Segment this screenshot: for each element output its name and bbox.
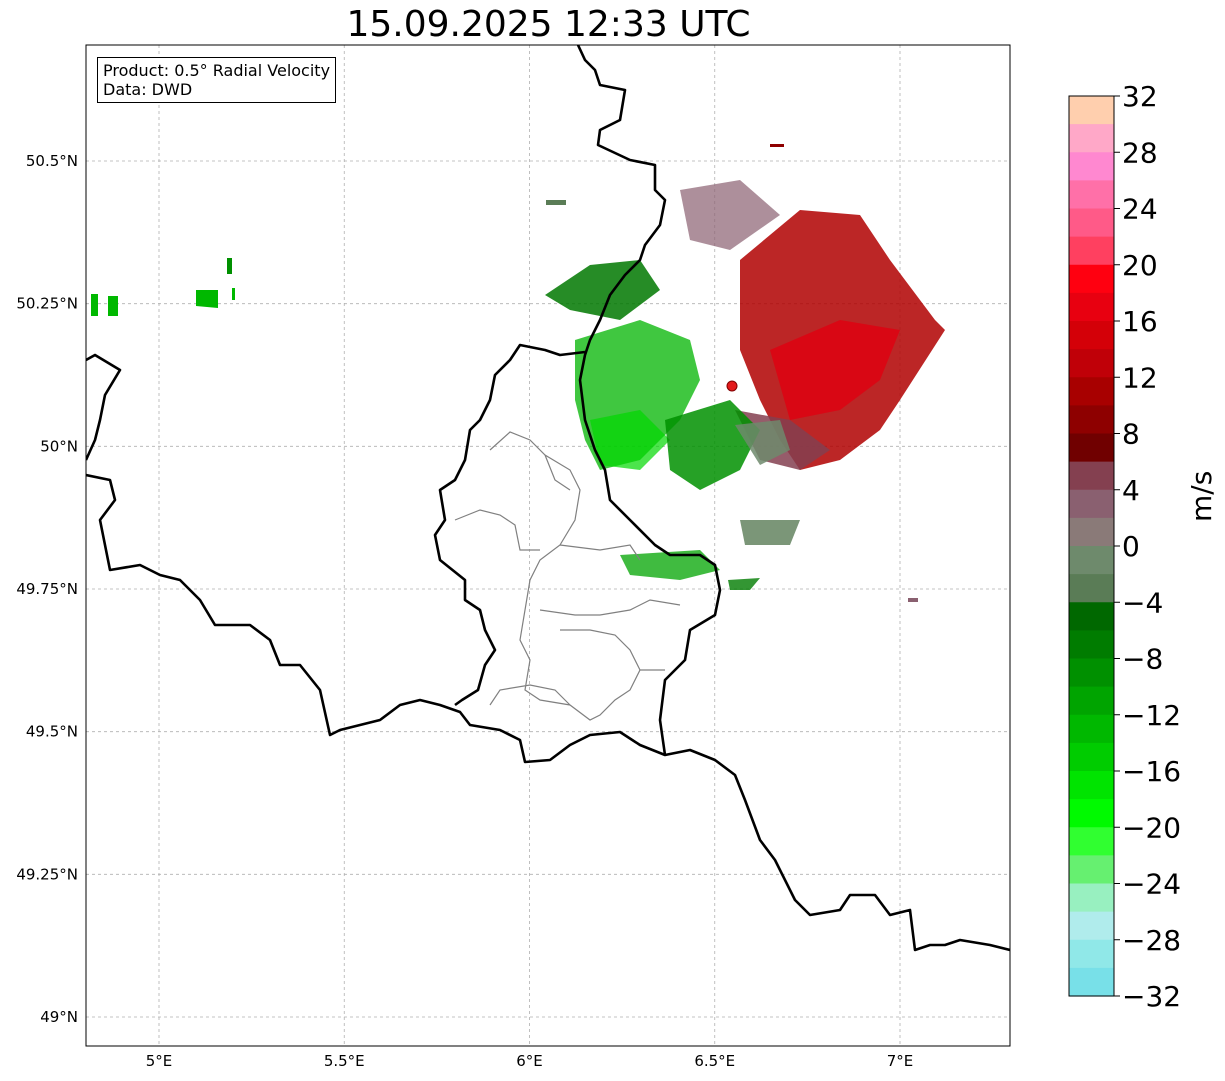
colorbar-segment xyxy=(1069,180,1114,210)
colorbar-tick-label: −28 xyxy=(1122,924,1181,957)
chart-title: 15.09.2025 12:33 UTC xyxy=(346,4,751,45)
lat-tick-label: 50.25°N xyxy=(16,295,78,313)
lon-tick-label: 6.5°E xyxy=(694,1052,735,1070)
colorbar-tick-label: −20 xyxy=(1122,811,1181,844)
colorbar-segment xyxy=(1069,489,1114,519)
colorbar-tick-labels: 32 28 24 20 16 12 8 4 0 −4 −8 −12 −16 −20 −24 −28 −32 xyxy=(1114,80,1181,1013)
lon-tick-label: 5°E xyxy=(146,1052,173,1070)
lat-tick-label: 49.5°N xyxy=(26,723,78,741)
lat-tick-label: 49.75°N xyxy=(16,580,78,598)
colorbar-unit-label: m/s xyxy=(1185,470,1218,522)
colorbar-segment xyxy=(1069,405,1114,435)
plot-frame xyxy=(85,44,1011,1047)
velocity-echoes-outbound xyxy=(680,180,945,470)
country-border-lu xyxy=(433,343,586,707)
colorbar-segment xyxy=(1069,714,1114,744)
colorbar-tick-label: 12 xyxy=(1122,361,1158,394)
colorbar-tick-label: −8 xyxy=(1122,643,1163,676)
lat-tick-label: 50.5°N xyxy=(26,152,78,170)
colorbar-segment xyxy=(1069,967,1114,997)
radar-site-marker xyxy=(726,380,738,392)
colorbar-segment xyxy=(1069,292,1114,322)
colorbar-segment xyxy=(1069,96,1114,125)
colorbar-segment xyxy=(1069,799,1114,828)
colorbar-segment xyxy=(1069,630,1114,660)
colorbar-tick-label: 8 xyxy=(1122,418,1140,451)
colorbar-segment xyxy=(1069,377,1114,406)
colorbar-segment xyxy=(1069,124,1114,153)
colorbar xyxy=(1068,95,1115,997)
colorbar-segment xyxy=(1069,855,1114,885)
colorbar-segment xyxy=(1069,208,1114,238)
colorbar-tick-label: −32 xyxy=(1122,980,1181,1013)
colorbar-tick-label: 28 xyxy=(1122,136,1158,169)
colorbar-tick-label: −4 xyxy=(1122,586,1163,619)
colorbar-segment xyxy=(1069,742,1114,772)
colorbar-tick-label: 0 xyxy=(1122,530,1140,563)
colorbar-segment xyxy=(1069,602,1114,631)
velocity-echoes-inbound xyxy=(91,144,918,602)
product-label: Product: 0.5° Radial Velocity xyxy=(103,61,331,80)
colorbar-tick-label: 32 xyxy=(1122,80,1158,113)
colorbar-tick-label: −12 xyxy=(1122,699,1181,732)
colorbar-segment xyxy=(1069,658,1114,688)
product-info-box: Product: 0.5° Radial Velocity Data: DWD xyxy=(97,57,337,103)
lat-tick-label: 49°N xyxy=(40,1008,78,1026)
colorbar-tick-label: 4 xyxy=(1122,474,1140,507)
country-border xyxy=(576,45,722,756)
colorbar-segment xyxy=(1069,883,1114,913)
colorbar-tick-label: 16 xyxy=(1122,305,1158,338)
colorbar-segment xyxy=(1069,349,1114,378)
country-border-fr xyxy=(86,473,1010,952)
colorbar-segment xyxy=(1069,911,1114,941)
longitude-tick-labels: 5°E 5.5°E 6°E 6.5°E 7°E xyxy=(146,1052,914,1070)
colorbar-segment xyxy=(1069,236,1114,266)
colorbar-segment xyxy=(1069,939,1114,969)
country-border-be-north xyxy=(86,353,122,461)
lon-tick-label: 5.5°E xyxy=(324,1052,365,1070)
plot-area xyxy=(86,45,1010,1046)
colorbar-segment xyxy=(1069,574,1114,603)
colorbar-segment xyxy=(1069,827,1114,856)
colorbar-segment xyxy=(1069,321,1114,350)
lon-tick-label: 6°E xyxy=(516,1052,543,1070)
colorbar-segment xyxy=(1069,546,1114,575)
colorbar-tick-label: −24 xyxy=(1122,868,1181,901)
colorbar-segment xyxy=(1069,686,1114,716)
colorbar-segment xyxy=(1069,517,1114,547)
colorbar-tick-label: 20 xyxy=(1122,249,1158,282)
colorbar-tick-label: 24 xyxy=(1122,193,1158,226)
colorbar-segment xyxy=(1069,264,1114,294)
colorbar-segment xyxy=(1069,152,1114,181)
admin-boundaries xyxy=(454,431,681,721)
colorbar-tick-label: −16 xyxy=(1122,755,1181,788)
latitude-tick-labels: 50.5°N 50.25°N 50°N 49.75°N 49.5°N 49.25°N 49°… xyxy=(16,152,78,1026)
lat-tick-label: 50°N xyxy=(40,437,78,455)
colorbar-segment xyxy=(1069,433,1114,463)
lon-tick-label: 7°E xyxy=(887,1052,914,1070)
lat-tick-label: 49.25°N xyxy=(16,865,78,883)
data-source-label: Data: DWD xyxy=(103,80,193,99)
colorbar-segment xyxy=(1069,461,1114,491)
colorbar-segment xyxy=(1069,771,1114,800)
